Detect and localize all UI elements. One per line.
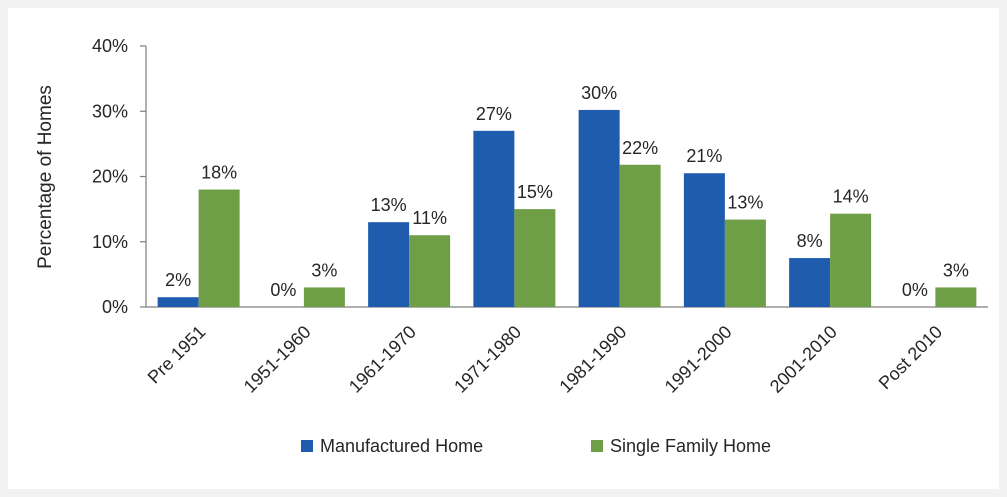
single-family-home-bar [724, 219, 766, 307]
x-tick-labels: Pre 1951 1951-1960 1961-1970 1971-1980 1981-… [144, 322, 947, 397]
y-tick-label: 40% [92, 36, 128, 56]
single-family-home-bar [935, 287, 977, 307]
x-tick-label: Post 2010 [875, 322, 946, 393]
legend-label-single-family-home: Single Family Home [610, 436, 771, 456]
bars [157, 109, 977, 307]
value-labels: 2%18%0%3%13%11%27%15%30%22% 21%13%8%14%0%… [165, 83, 969, 300]
y-tick-label: 10% [92, 232, 128, 252]
manufactured-home-value-label: 30% [581, 83, 617, 103]
manufactured-home-value-label: 0% [270, 280, 296, 300]
legend-label-manufactured-home: Manufactured Home [320, 436, 483, 456]
single-family-home-bar [619, 164, 661, 307]
y-tick-label: 0% [102, 297, 128, 317]
manufactured-home-bar [683, 173, 725, 307]
y-tick-label: 30% [92, 101, 128, 121]
single-family-home-value-label: 22% [622, 138, 658, 158]
manufactured-home-value-label: 2% [165, 270, 191, 290]
x-tick-label: 1971-1980 [450, 322, 525, 397]
x-tick-label: 1961-1970 [345, 322, 420, 397]
x-tick-label: Pre 1951 [144, 322, 210, 388]
legend: Manufactured Home Single Family Home [301, 436, 771, 456]
y-tick-label: 20% [92, 167, 128, 187]
single-family-home-value-label: 3% [311, 260, 337, 280]
single-family-home-bar [303, 287, 345, 307]
legend-swatch-manufactured-home [301, 440, 313, 452]
single-family-home-value-label: 15% [517, 182, 553, 202]
manufactured-home-bar [473, 130, 515, 307]
manufactured-home-bar [789, 258, 831, 307]
legend-swatch-single-family-home [591, 440, 603, 452]
single-family-home-value-label: 18% [201, 163, 237, 183]
x-tick-label: 1991-2000 [661, 322, 736, 397]
y-axis-label: Percentage of Homes [35, 85, 56, 269]
x-tick-label: 1981-1990 [555, 322, 630, 397]
manufactured-home-value-label: 8% [797, 231, 823, 251]
manufactured-home-bar [157, 297, 199, 307]
manufactured-home-bar [368, 222, 410, 307]
single-family-home-value-label: 14% [833, 187, 869, 207]
manufactured-home-value-label: 13% [371, 195, 407, 215]
manufactured-home-bar [578, 109, 620, 307]
x-tick-label: 1951-1960 [240, 322, 315, 397]
single-family-home-bar [198, 189, 240, 307]
y-tick-labels: 0% 10% 20% 30% 40% [92, 36, 128, 317]
single-family-home-value-label: 3% [943, 260, 969, 280]
x-tick-label: 2001-2010 [766, 322, 841, 397]
single-family-home-bar [830, 213, 872, 307]
manufactured-home-value-label: 27% [476, 104, 512, 124]
single-family-home-bar [409, 235, 451, 307]
single-family-home-value-label: 11% [412, 208, 447, 228]
manufactured-home-value-label: 0% [902, 280, 928, 300]
manufactured-home-value-label: 21% [686, 146, 722, 166]
single-family-home-value-label: 13% [727, 193, 763, 213]
single-family-home-bar [514, 209, 556, 307]
